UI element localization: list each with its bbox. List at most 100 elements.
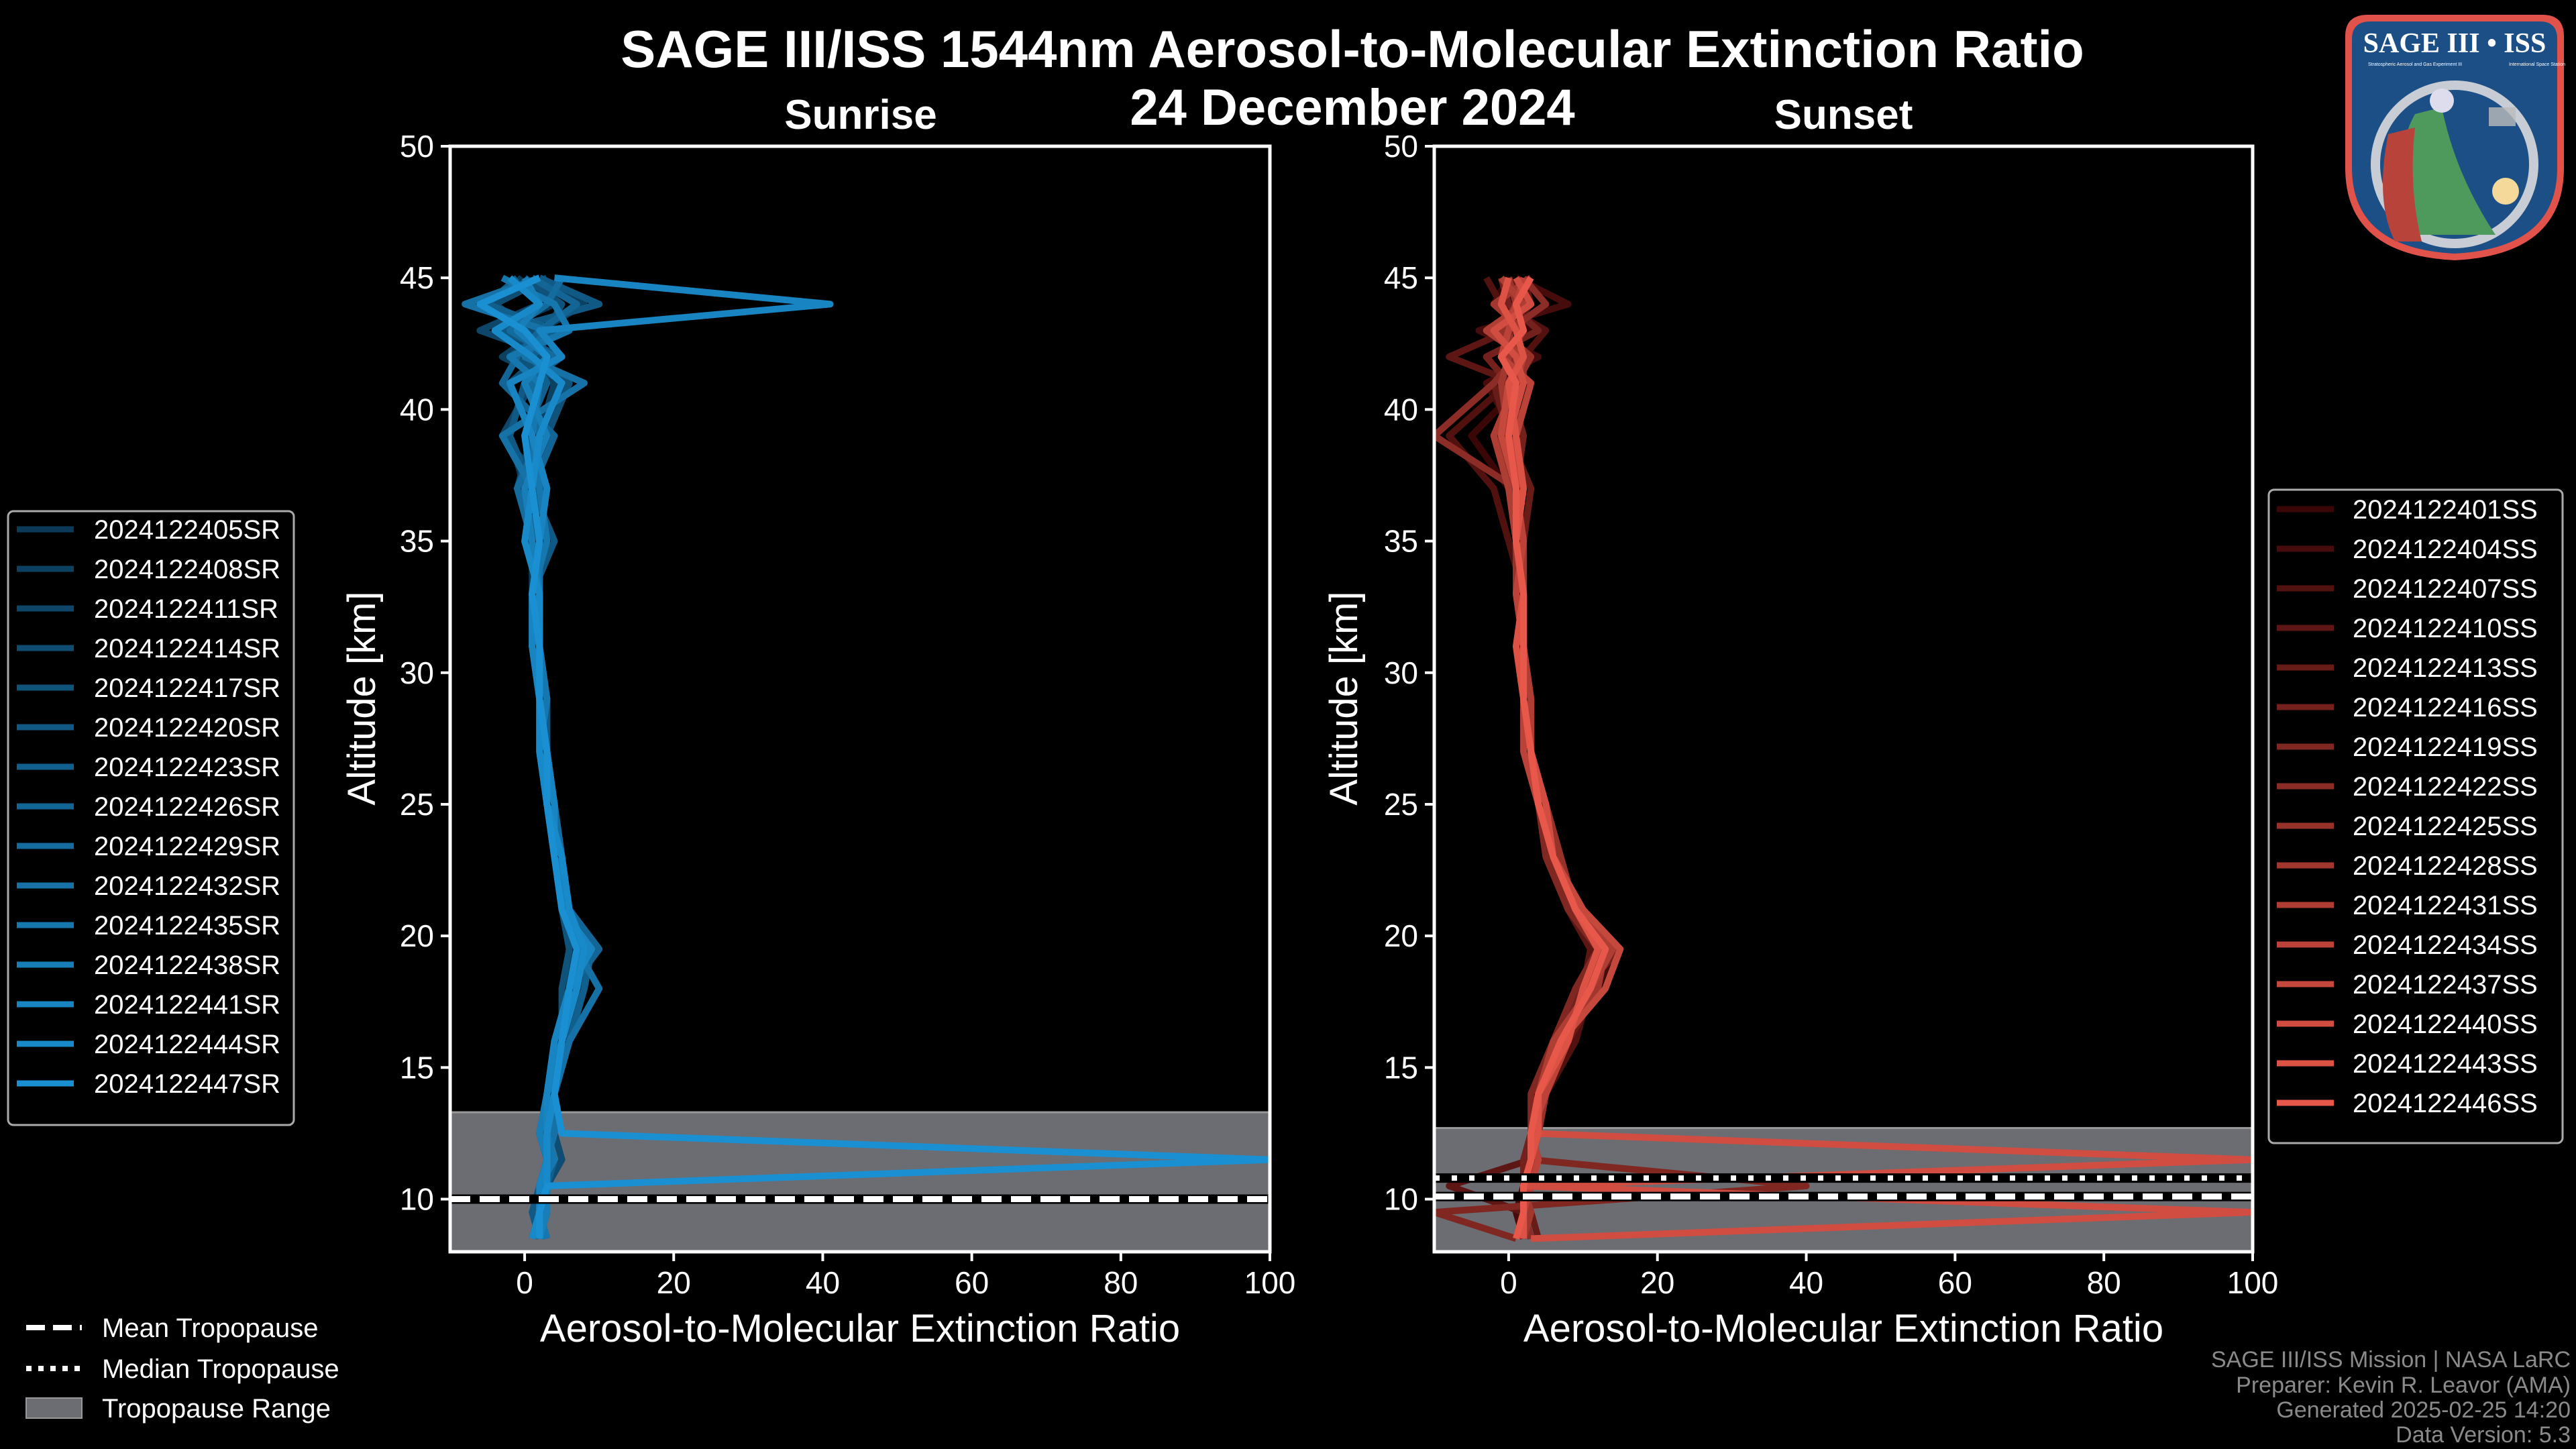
legend-label: 2024122426SR bbox=[94, 792, 280, 822]
legend-label: 2024122408SR bbox=[94, 555, 280, 584]
legend-item: 2024122425SS bbox=[2277, 812, 2538, 841]
legend-item: 2024122428SS bbox=[2277, 851, 2538, 881]
y-tick-label: 30 bbox=[400, 655, 434, 690]
legend-item: 2024122441SR bbox=[17, 990, 280, 1020]
x-tick-label: 80 bbox=[2087, 1265, 2121, 1300]
legend-label: 2024122446SS bbox=[2353, 1089, 2538, 1118]
median-tropopause-label: Median Tropopause bbox=[102, 1354, 339, 1384]
y-axis-label: Altitude [km] bbox=[1322, 591, 1366, 805]
legend-item: 2024122401SS bbox=[2277, 495, 2538, 525]
y-tick-label: 50 bbox=[400, 129, 434, 164]
legend-item: 2024122423SR bbox=[17, 753, 280, 782]
legend-label: 2024122417SR bbox=[94, 674, 280, 703]
legend-label: 2024122407SS bbox=[2353, 574, 2538, 604]
profile-line-2024122444SR bbox=[491, 275, 588, 1240]
legend-item: 2024122407SS bbox=[2277, 574, 2538, 604]
legend-item: 2024122435SR bbox=[17, 911, 280, 941]
x-axis-label: Aerosol-to-Molecular Extinction Ratio bbox=[1523, 1307, 2163, 1350]
legend-label: 2024122434SS bbox=[2353, 930, 2538, 960]
panel-title: Sunset bbox=[1774, 92, 1913, 138]
chart-title: SAGE III/ISS 1544nm Aerosol-to-Molecular… bbox=[621, 19, 2084, 78]
axes-frame bbox=[1432, 144, 2255, 1254]
legend-item: 2024122422SS bbox=[2277, 772, 2538, 802]
legend-label: 2024122420SR bbox=[94, 713, 280, 743]
legend-label: 2024122435SR bbox=[94, 911, 280, 941]
footer-generated: Generated 2025-02-25 14:20 bbox=[2276, 1397, 2571, 1423]
legend-label: 2024122428SS bbox=[2353, 851, 2538, 881]
y-tick-label: 45 bbox=[1384, 260, 1418, 295]
profile-lines bbox=[1434, 274, 2253, 1242]
y-tick-label: 20 bbox=[1384, 918, 1418, 953]
legend-item: 2024122432SR bbox=[17, 871, 280, 901]
y-tick-label: 35 bbox=[400, 524, 434, 559]
x-tick-label: 100 bbox=[1244, 1265, 1296, 1300]
legend-item: 2024122444SR bbox=[17, 1030, 280, 1059]
logo-subtitle-left: Stratospheric Aerosol and Gas Experiment… bbox=[2368, 62, 2462, 67]
legend-item: 2024122437SS bbox=[2277, 970, 2538, 1000]
y-tick-label: 50 bbox=[1384, 129, 1418, 164]
footer-credits: SAGE III/ISS Mission | NASA LaRC Prepare… bbox=[2211, 1347, 2571, 1448]
y-tick-label: 15 bbox=[1384, 1050, 1418, 1085]
panel-title: Sunrise bbox=[784, 92, 936, 138]
y-tick-label: 20 bbox=[400, 918, 434, 953]
sunset-panel: Sunset 0 20 40 60 80 100 10 15 20 25 30 35 40 45 50 Aero… bbox=[1322, 92, 2278, 1350]
sunrise-legend: 2024122405SR 2024122408SR 2024122411SR 2024… bbox=[7, 510, 295, 1126]
y-tick-label: 10 bbox=[400, 1182, 434, 1217]
tropopause-range-label: Tropopause Range bbox=[102, 1394, 331, 1424]
legend-box bbox=[2267, 488, 2564, 1144]
legend-label: 2024122410SS bbox=[2353, 614, 2538, 643]
tropopause-range-swatch bbox=[25, 1397, 83, 1419]
legend-box bbox=[7, 510, 295, 1126]
legend-item: 2024122443SS bbox=[2277, 1049, 2538, 1079]
legend-item: 2024122416SS bbox=[2277, 693, 2538, 722]
plot-area bbox=[450, 146, 1270, 1252]
legend-label: 2024122416SS bbox=[2353, 693, 2538, 722]
y-tick-label: 40 bbox=[400, 392, 434, 427]
y-axis-label: Altitude [km] bbox=[340, 591, 384, 805]
y-tick-label: 25 bbox=[1384, 787, 1418, 822]
legend-label: 2024122413SS bbox=[2353, 653, 2538, 683]
legend-item: 2024122419SS bbox=[2277, 733, 2538, 762]
sage-iii-iss-logo: SAGE III • ISS Stratospheric Aerosol and… bbox=[2345, 15, 2565, 260]
legend-label: 2024122422SS bbox=[2353, 772, 2538, 802]
legend-item: 2024122447SR bbox=[17, 1069, 280, 1099]
y-tick-label: 45 bbox=[400, 260, 434, 295]
legend-item: 2024122405SR bbox=[17, 515, 280, 545]
legend-item: 2024122411SR bbox=[17, 594, 278, 624]
footer-version: Data Version: 5.3 bbox=[2396, 1422, 2571, 1448]
x-tick-label: 40 bbox=[1789, 1265, 1823, 1300]
legend-item: 2024122426SR bbox=[17, 792, 280, 822]
legend-item: 2024122431SS bbox=[2277, 891, 2538, 920]
legend-label: 2024122437SS bbox=[2353, 970, 2538, 1000]
legend-label: 2024122443SS bbox=[2353, 1049, 2538, 1079]
x-tick-label: 20 bbox=[657, 1265, 691, 1300]
legend-label: 2024122414SR bbox=[94, 634, 280, 663]
legend-label: 2024122441SR bbox=[94, 990, 280, 1020]
mean-tropopause-label: Mean Tropopause bbox=[102, 1313, 318, 1343]
y-tick-label: 30 bbox=[1384, 655, 1418, 690]
footer-mission: SAGE III/ISS Mission | NASA LaRC bbox=[2211, 1347, 2571, 1373]
x-tick-label: 0 bbox=[1500, 1265, 1517, 1300]
legend-item: 2024122420SR bbox=[17, 713, 280, 743]
sunrise-panel: Sunrise 0 20 40 60 80 100 10 15 20 25 30 35 40 45 50 Aer… bbox=[340, 92, 1295, 1350]
legend-item: 2024122414SR bbox=[17, 634, 280, 663]
legend-item: 2024122438SR bbox=[17, 951, 280, 980]
legend-item: 2024122440SS bbox=[2277, 1010, 2538, 1039]
x-tick-label: 20 bbox=[1640, 1265, 1674, 1300]
legend-label: 2024122411SR bbox=[94, 594, 278, 624]
legend-label: 2024122401SS bbox=[2353, 495, 2538, 525]
x-axis-label: Aerosol-to-Molecular Extinction Ratio bbox=[540, 1307, 1180, 1350]
plot-area bbox=[1434, 146, 2253, 1252]
legend-label: 2024122419SS bbox=[2353, 733, 2538, 762]
legend-label: 2024122404SS bbox=[2353, 535, 2538, 564]
x-tick-label: 40 bbox=[806, 1265, 840, 1300]
y-tick-label: 15 bbox=[400, 1050, 434, 1085]
y-tick-label: 40 bbox=[1384, 392, 1418, 427]
chart-date: 24 December 2024 bbox=[1130, 79, 1574, 136]
y-tick-label: 35 bbox=[1384, 524, 1418, 559]
tropopause-legend: Mean Tropopause Median Tropopause Tropop… bbox=[25, 1313, 339, 1424]
x-tick-label: 100 bbox=[2227, 1265, 2279, 1300]
axes-frame bbox=[448, 144, 1272, 1254]
footer-preparer: Preparer: Kevin R. Leavor (AMA) bbox=[2236, 1373, 2571, 1398]
